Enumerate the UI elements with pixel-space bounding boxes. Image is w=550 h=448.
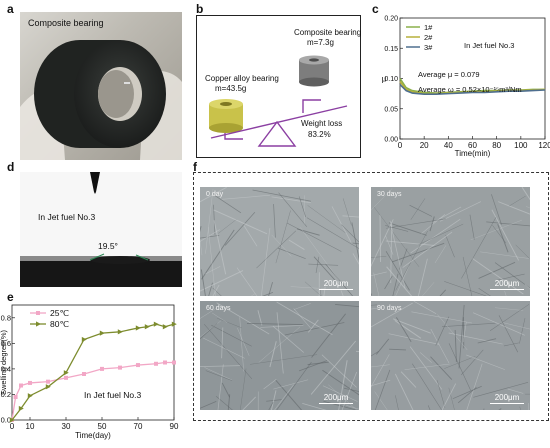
data-point [118,329,123,334]
data-point [136,325,141,330]
panel-b-schematic: Composite bearing m=7.3g Copper alloy be… [196,15,361,158]
data-point [28,393,33,398]
copper-mass: m=43.5g [215,84,246,93]
average-mu: Average μ = 0.079 [418,70,480,79]
y-tick-label: 0.20 [384,16,398,23]
micrograph-day-label: 60 days [206,305,231,312]
data-point [82,337,87,342]
chart-note: In Jet fuel No.3 [84,390,141,400]
data-point [82,372,86,376]
micrograph-day-label: 30 days [377,191,402,198]
panel-b-letter: b [196,2,203,16]
x-tick-label: 80 [492,141,501,150]
chart-note: In Jet fuel No.3 [464,41,514,50]
data-point [154,322,159,327]
y-tick-label: 0.00 [384,137,398,144]
legend-label: 1# [424,23,433,32]
x-tick-label: 100 [514,141,528,150]
y-tick-label: 0.8 [1,313,11,322]
micrograph-day-label: 90 days [377,305,402,312]
scale-bar: 200μm [319,393,353,405]
composite-mass: m=7.3g [307,38,334,47]
micrograph-90-days: 90 days 200μm [371,301,530,410]
composite-bearing-icon [299,56,329,87]
x-axis-label: Time(day) [75,431,111,440]
data-point [46,380,50,384]
y-tick-label: 0.10 [384,76,398,83]
x-tick-label: 70 [134,422,143,431]
data-point [163,324,168,329]
micrograph-60-days: 60 days 200μm [200,301,359,410]
x-tick-label: 90 [170,422,179,431]
x-tick-label: 10 [26,422,35,431]
data-point [64,376,68,380]
panel-a-photo: Composite bearing [20,12,182,160]
data-point [145,324,150,329]
panel-d-letter: d [7,160,14,174]
x-tick-label: 0 [398,141,403,150]
data-point [28,381,32,385]
data-point [163,361,167,365]
data-point [100,367,104,371]
x-tick-label: 0 [10,422,15,431]
legend-marker [36,321,41,326]
data-point [19,384,23,388]
copper-title: Copper alloy bearing [205,74,279,83]
scale-bar: 200μm [490,393,524,405]
micrograph-0-day: 0 day 200μm [200,187,359,296]
copper-bearing-icon [209,99,243,133]
data-point [154,362,158,366]
data-point [172,361,176,365]
panel-a-label: Composite bearing [28,18,104,28]
x-tick-label: 120 [538,141,550,150]
scale-bar: 200μm [490,279,524,291]
x-tick-label: 40 [444,141,453,150]
x-tick-label: 50 [98,422,107,431]
legend-label: 25℃ [50,308,69,318]
panel-a-letter: a [7,2,14,16]
micrograph-day-label: 0 day [206,191,223,198]
legend-label: 2# [424,33,433,42]
legend-label: 80℃ [50,319,69,329]
data-point [118,366,122,370]
panel-f-micrographs: 0 day 200μm 30 days 200μm 60 days 200μm … [193,172,549,421]
legend-marker [36,311,40,315]
x-tick-label: 30 [62,422,71,431]
contact-angle-photo [20,172,182,287]
legend-label: 3# [424,43,433,52]
composite-title: Composite bearing [294,28,361,37]
data-point [14,395,18,399]
micrograph-30-days: 30 days 200μm [371,187,530,296]
x-axis-label: Time(min) [455,149,491,158]
data-point [100,331,105,336]
y-tick-label: 0.05 [384,106,398,113]
bearing-photo [20,12,182,160]
panel-d-note: In Jet fuel No.3 [38,212,95,222]
x-tick-label: 20 [420,141,429,150]
panel-d-photo: In Jet fuel No.3 19.5° [20,172,182,287]
weight-loss-value: 83.2% [308,130,331,139]
y-axis-label: μ [382,75,387,84]
average-omega: Average ω = 0.52×10⁻¹⁵m³/Nm [418,85,522,94]
scale-bar: 200μm [319,279,353,291]
y-tick-label: 0.15 [384,46,398,53]
data-point [136,363,140,367]
y-axis-label: Swelling degree(%) [0,329,8,395]
contact-angle-label: 19.5° [98,241,118,251]
weight-loss-title: Weight loss [301,119,342,128]
